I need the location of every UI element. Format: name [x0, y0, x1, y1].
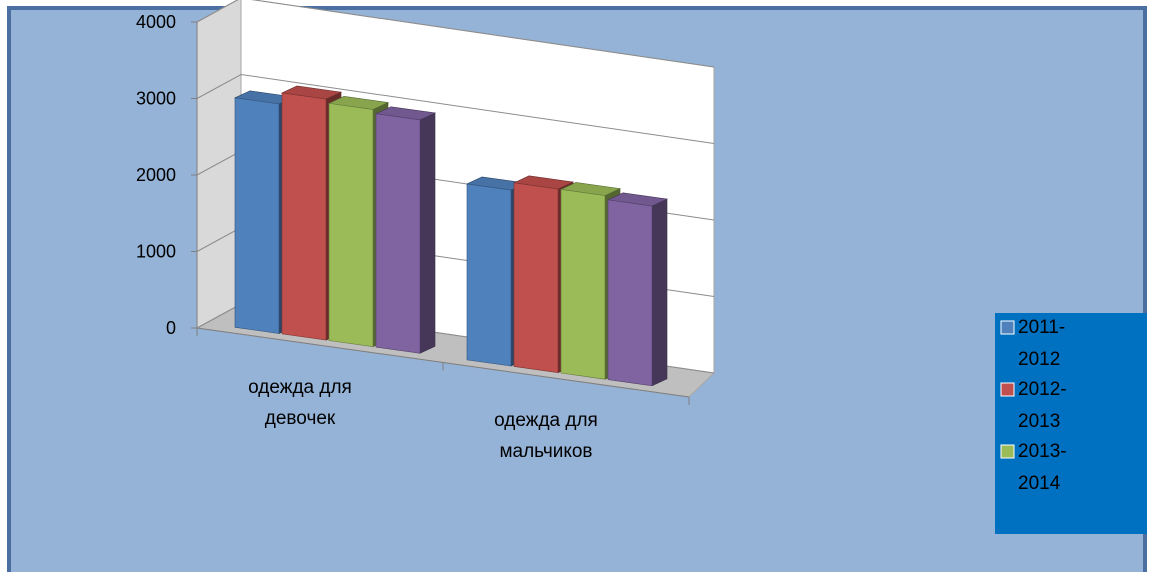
bar	[374, 106, 437, 354]
legend-box	[995, 313, 1147, 534]
category-label: одежда для	[494, 410, 598, 431]
bar-side	[419, 112, 436, 354]
gridline	[196, 0, 715, 68]
y-tick-label: 3000	[136, 89, 176, 109]
legend-swatch	[1000, 444, 1015, 459]
legend: 2011- 2012 2012- 2013 2013- 2014	[995, 313, 1147, 534]
bar-front	[281, 92, 327, 341]
bar-front	[234, 97, 280, 334]
legend-label: 2012-	[1018, 379, 1067, 400]
category-label: девочек	[265, 408, 336, 429]
bar-front	[328, 103, 374, 348]
y-axis-tick-labels: 0 1000 2000 3000 4000	[136, 12, 176, 338]
category-label: мальчиков	[499, 441, 592, 462]
legend-swatch	[1000, 382, 1015, 397]
bar-front	[466, 183, 512, 367]
legend-label: 2013-	[1018, 441, 1067, 462]
y-tick-label: 1000	[136, 242, 176, 262]
legend-label: 2012	[1018, 349, 1060, 370]
bar-front	[560, 189, 606, 380]
axis-lines	[191, 21, 690, 405]
bar	[606, 192, 669, 387]
legend-label: 2014	[1018, 473, 1061, 494]
legend-swatch	[1000, 320, 1015, 335]
bar-front	[607, 199, 653, 387]
category-labels: одежда для девочек одежда для мальчиков	[248, 377, 598, 462]
gridline	[196, 73, 715, 144]
y-tick-label: 0	[166, 318, 176, 338]
legend-label: 2013	[1018, 411, 1060, 432]
category-label: одежда для	[248, 377, 352, 398]
y-tick-label: 4000	[136, 12, 176, 32]
bar-front	[513, 182, 559, 373]
bars	[233, 85, 669, 387]
bar-front	[375, 113, 421, 354]
bar-side	[651, 198, 668, 387]
legend-label: 2011-	[1018, 317, 1065, 338]
side-wall	[196, 0, 242, 329]
y-tick-label: 2000	[136, 165, 176, 185]
